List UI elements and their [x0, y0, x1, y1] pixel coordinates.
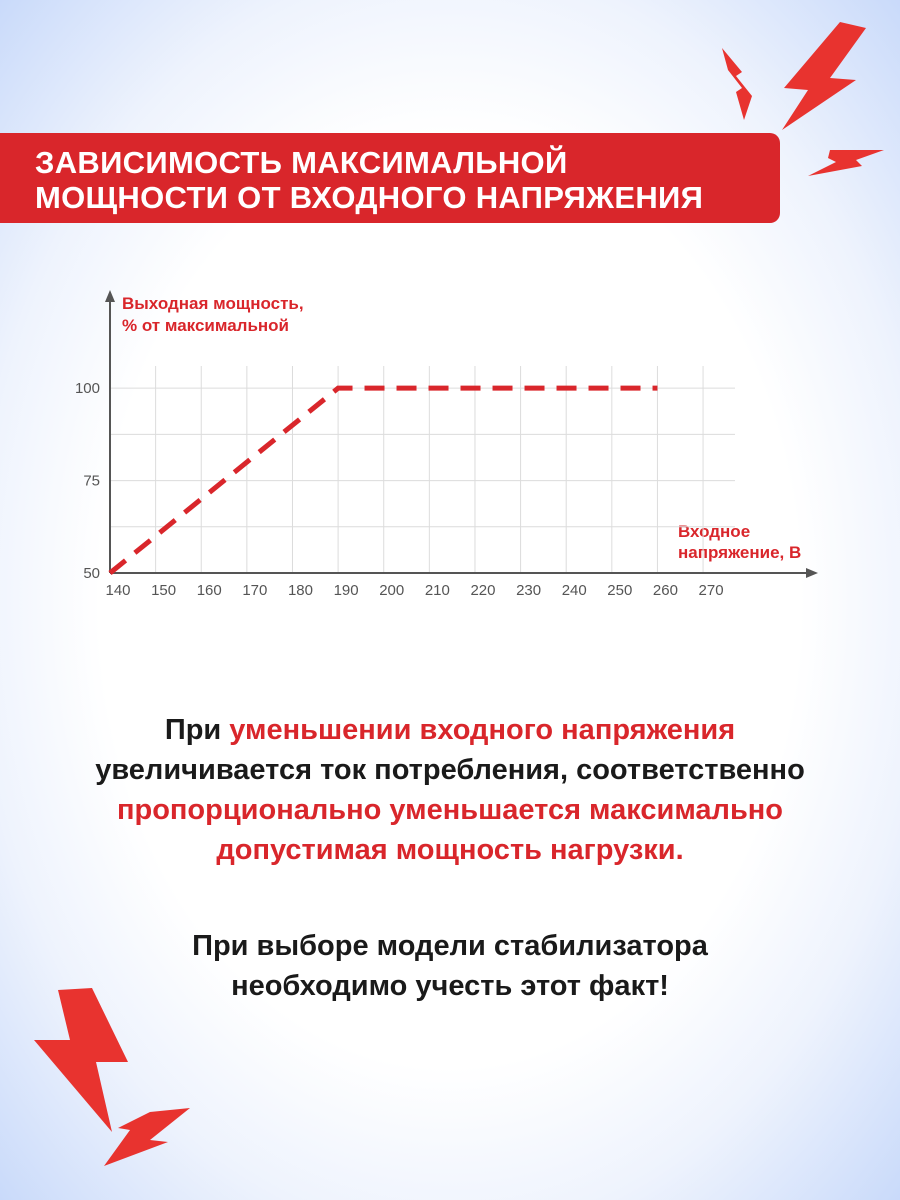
- x-tick-label: 140: [105, 582, 130, 599]
- bolt: [104, 1108, 190, 1166]
- text-line: При уменьшении входного напряжения: [0, 710, 900, 750]
- x-tick-label: 200: [379, 582, 404, 599]
- x-tick-label: 270: [699, 582, 724, 599]
- text-line: увеличивается ток потребления, соответст…: [0, 750, 900, 790]
- x-tick-label: 230: [516, 582, 541, 599]
- bolt: [808, 150, 884, 176]
- y-axis-label: Выходная мощность,: [122, 294, 304, 313]
- accent-text: допустимая мощность нагрузки.: [216, 834, 684, 866]
- text: При выборе модели стабилизатора: [192, 930, 708, 962]
- x-axis-label: напряжение, В: [678, 543, 801, 562]
- x-tick-label: 210: [425, 582, 450, 599]
- header-title: ЗАВИСИМОСТЬ МАКСИМАЛЬНОЙ: [35, 145, 568, 180]
- chart: Выходная мощность, % от максимальной Вхо…: [75, 290, 818, 599]
- x-tick-label: 180: [288, 582, 313, 599]
- header-band: ЗАВИСИМОСТЬ МАКСИМАЛЬНОЙ МОЩНОСТИ ОТ ВХО…: [0, 133, 780, 223]
- y-tick-label: 50: [83, 565, 100, 582]
- x-axis-label: Входное: [678, 522, 750, 541]
- text: необходимо учесть этот факт!: [231, 970, 669, 1002]
- x-tick-label: 240: [562, 582, 587, 599]
- bolt: [722, 48, 752, 120]
- text-line: допустимая мощность нагрузки.: [0, 830, 900, 870]
- y-axis-label: % от максимальной: [122, 316, 289, 335]
- x-tick-label: 190: [334, 582, 359, 599]
- text: увеличивается ток потребления, соответст…: [95, 754, 805, 786]
- y-axis-arrow: [105, 290, 115, 302]
- paragraph: При уменьшении входного напряжения увелич…: [0, 710, 900, 870]
- text-line: необходимо учесть этот факт!: [0, 966, 900, 1006]
- line-series: [108, 385, 658, 575]
- bolt: [34, 988, 128, 1132]
- header-title: МОЩНОСТИ ОТ ВХОДНОГО НАПРЯЖЕНИЯ: [35, 180, 704, 215]
- text-line: При выборе модели стабилизатора: [0, 926, 900, 966]
- x-axis-arrow: [806, 568, 818, 578]
- accent-text: пропорционально уменьшается максимально: [116, 794, 784, 826]
- x-tick-label: 260: [653, 582, 678, 599]
- y-tick-label: 100: [75, 380, 100, 397]
- x-tick-label: 160: [197, 582, 222, 599]
- x-tick-label: 150: [151, 582, 176, 599]
- text: При: [164, 714, 230, 746]
- x-tick-label: 170: [242, 582, 267, 599]
- paragraph: При выборе модели стабилизатора необходим…: [0, 926, 900, 1006]
- x-tick-label: 250: [607, 582, 632, 599]
- text-line: пропорционально уменьшается максимально: [0, 790, 900, 830]
- bolt: [782, 22, 866, 130]
- y-tick-label: 75: [83, 473, 100, 490]
- x-tick-label: 220: [470, 582, 495, 599]
- accent-text: уменьшении входного напряжения: [229, 714, 736, 746]
